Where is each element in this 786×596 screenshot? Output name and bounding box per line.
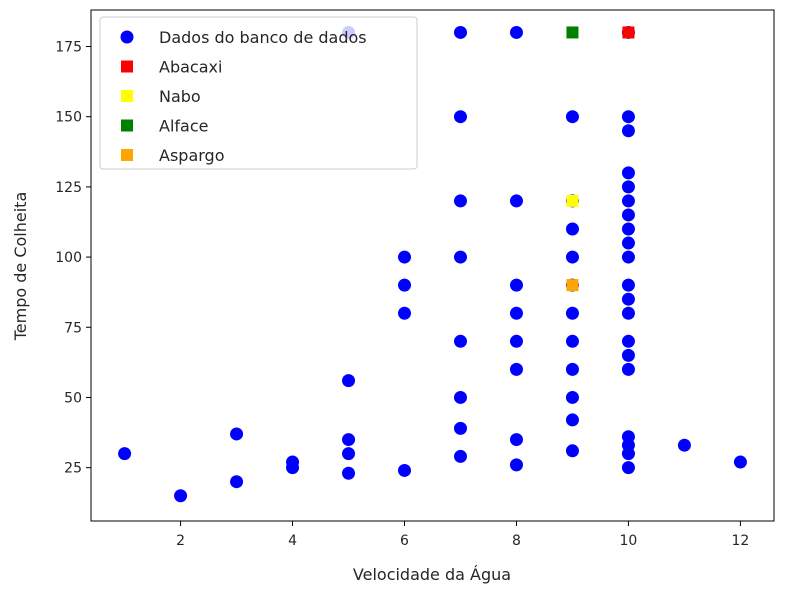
data-point bbox=[621, 194, 635, 208]
data-point bbox=[509, 194, 523, 208]
data-point bbox=[565, 362, 579, 376]
y-axis-label: Tempo de Colheita bbox=[11, 192, 30, 342]
y-tick-label: 75 bbox=[64, 320, 82, 336]
data-point-square bbox=[622, 26, 635, 39]
data-point bbox=[398, 306, 412, 320]
y-tick-label: 175 bbox=[55, 40, 82, 56]
legend: Dados do banco de dados Abacaxi Nabo Alface… bbox=[99, 16, 418, 170]
data-point bbox=[230, 427, 244, 441]
legend-box bbox=[99, 16, 418, 170]
y-tick-label: 50 bbox=[64, 390, 82, 406]
data-point bbox=[509, 334, 523, 348]
data-point bbox=[230, 475, 244, 489]
data-point bbox=[565, 110, 579, 124]
legend-label: Alface bbox=[159, 117, 208, 136]
data-point bbox=[677, 438, 691, 452]
legend-items: Dados do banco de dados Abacaxi Nabo Alface… bbox=[120, 28, 367, 165]
data-point bbox=[565, 334, 579, 348]
x-tick-label: 12 bbox=[731, 533, 749, 549]
y-tick-label: 25 bbox=[64, 461, 82, 477]
legend-marker bbox=[121, 90, 133, 102]
data-point bbox=[621, 250, 635, 264]
data-point bbox=[621, 208, 635, 222]
data-point bbox=[509, 362, 523, 376]
x-tick-label: 8 bbox=[512, 533, 521, 549]
data-point-square bbox=[566, 194, 579, 207]
data-point bbox=[453, 110, 467, 124]
data-point-square bbox=[566, 279, 579, 292]
data-point bbox=[565, 250, 579, 264]
data-point bbox=[174, 489, 188, 503]
plot-frame bbox=[90, 9, 775, 522]
data-point bbox=[453, 334, 467, 348]
data-point bbox=[509, 458, 523, 472]
data-point bbox=[621, 278, 635, 292]
data-point bbox=[453, 25, 467, 39]
data-point bbox=[509, 25, 523, 39]
axis-ticks: 2 4 6 8 10 12 25 50 75 100 125 150 175 bbox=[55, 40, 749, 550]
data-point bbox=[509, 278, 523, 292]
data-point bbox=[621, 334, 635, 348]
legend-marker bbox=[121, 60, 133, 73]
data-point bbox=[453, 250, 467, 264]
legend-marker bbox=[120, 30, 134, 44]
data-point bbox=[621, 306, 635, 320]
data-point bbox=[621, 110, 635, 124]
y-tick-label: 125 bbox=[55, 180, 82, 196]
x-tick-label: 4 bbox=[288, 533, 297, 549]
legend-label: Abacaxi bbox=[159, 58, 222, 77]
data-point bbox=[621, 180, 635, 194]
data-point bbox=[565, 222, 579, 236]
data-point bbox=[565, 390, 579, 404]
data-point bbox=[733, 455, 747, 469]
data-point bbox=[565, 413, 579, 427]
data-point bbox=[286, 461, 300, 475]
data-point bbox=[565, 444, 579, 458]
data-point bbox=[621, 461, 635, 475]
data-point bbox=[621, 292, 635, 306]
data-point bbox=[342, 374, 356, 388]
y-tick-label: 150 bbox=[55, 110, 82, 126]
x-tick-label: 10 bbox=[620, 533, 638, 549]
x-axis-label: Velocidade da Água bbox=[353, 565, 511, 584]
x-tick-label: 6 bbox=[400, 533, 409, 549]
legend-marker bbox=[121, 149, 133, 161]
x-tick-label: 2 bbox=[176, 533, 185, 549]
data-points bbox=[118, 25, 747, 503]
data-point bbox=[621, 362, 635, 376]
data-point bbox=[453, 449, 467, 463]
data-point-square bbox=[566, 26, 579, 39]
data-point bbox=[621, 447, 635, 461]
data-point bbox=[509, 433, 523, 447]
data-point bbox=[118, 447, 132, 461]
data-point bbox=[509, 306, 523, 320]
data-point bbox=[621, 124, 635, 138]
data-point bbox=[453, 390, 467, 404]
data-point bbox=[342, 447, 356, 461]
legend-label: Nabo bbox=[159, 87, 201, 106]
data-point bbox=[398, 278, 412, 292]
data-point bbox=[453, 194, 467, 208]
data-point bbox=[621, 236, 635, 250]
y-tick-label: 100 bbox=[55, 250, 82, 266]
data-point bbox=[621, 222, 635, 236]
data-point bbox=[565, 306, 579, 320]
data-point bbox=[398, 463, 412, 477]
data-point bbox=[398, 250, 412, 264]
legend-marker bbox=[121, 119, 133, 132]
legend-label: Aspargo bbox=[159, 146, 224, 165]
legend-label: Dados do banco de dados bbox=[159, 28, 367, 47]
data-point bbox=[453, 421, 467, 435]
data-point bbox=[342, 433, 356, 447]
data-point bbox=[621, 348, 635, 362]
data-point bbox=[621, 166, 635, 180]
data-point bbox=[342, 466, 356, 480]
